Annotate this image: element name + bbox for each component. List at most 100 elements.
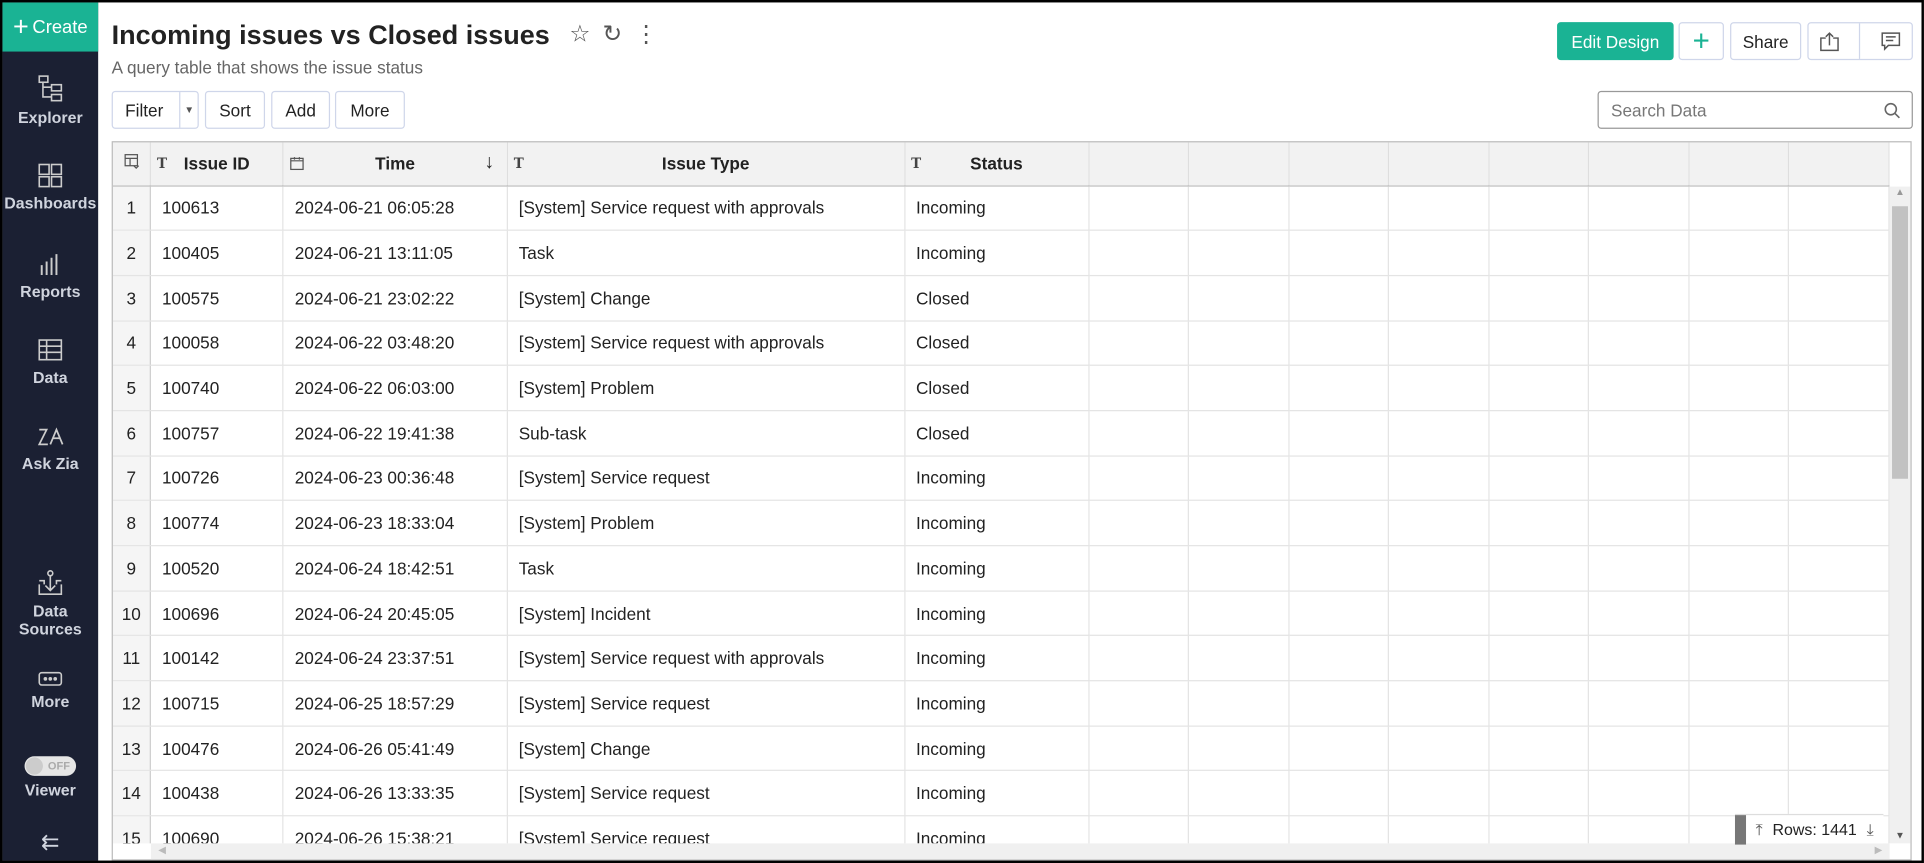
cell-time[interactable]: 2024-06-22 06:03:00 (283, 365, 508, 412)
cell-issue-id[interactable]: 100774 (150, 500, 284, 547)
collapse-handle[interactable] (1734, 814, 1746, 844)
cell-status[interactable]: Incoming (904, 635, 1090, 682)
cell-issue-id[interactable]: 100520 (150, 545, 284, 592)
more-button[interactable]: More (334, 90, 405, 129)
table-row[interactable]: 14 100438 2024-06-26 13:33:35 [System] Serv… (112, 770, 1890, 817)
cell-issue-type[interactable]: [System] Service request (507, 455, 905, 502)
table-row[interactable]: 5 100740 2024-06-22 06:03:00 [System] Probl… (112, 365, 1890, 412)
sidebar-item-ask-zia[interactable]: Ask Zia (2, 425, 98, 473)
search-input[interactable] (1611, 100, 1869, 120)
table-row[interactable]: 6 100757 2024-06-22 19:41:38 Sub-task Closed (112, 410, 1890, 457)
table-row[interactable]: 15 100690 2024-06-26 15:38:21 [System] Serv… (112, 815, 1890, 844)
row-number[interactable]: 15 (112, 815, 151, 844)
cell-issue-id[interactable]: 100613 (150, 185, 284, 232)
cell-time[interactable]: 2024-06-26 05:41:49 (283, 725, 508, 772)
export-icon[interactable] (1818, 30, 1840, 52)
viewer-toggle[interactable]: OFF Viewer (2, 756, 98, 799)
row-number[interactable]: 13 (112, 725, 151, 772)
cell-status[interactable]: Incoming (904, 455, 1090, 502)
collapse-sidebar-icon[interactable]: ⇇ (41, 829, 60, 855)
table-row[interactable]: 11 100142 2024-06-24 23:37:51 [System] Serv… (112, 635, 1890, 682)
cell-issue-id[interactable]: 100405 (150, 230, 284, 277)
scroll-right-icon[interactable]: ▶ (1874, 844, 1883, 856)
cell-status[interactable]: Incoming (904, 590, 1090, 637)
table-row[interactable]: 9 100520 2024-06-24 18:42:51 Task Incoming (112, 545, 1890, 592)
column-settings-header[interactable] (112, 142, 151, 186)
cell-issue-type[interactable]: [System] Incident (507, 590, 905, 637)
row-number[interactable]: 9 (112, 545, 151, 592)
row-number[interactable]: 3 (112, 275, 151, 322)
edit-design-button[interactable]: Edit Design (1557, 22, 1674, 61)
cell-time[interactable]: 2024-06-24 18:42:51 (283, 545, 508, 592)
cell-issue-type[interactable]: [System] Change (507, 725, 905, 772)
horizontal-scrollbar[interactable]: ◀ ▶ (150, 843, 1890, 860)
cell-issue-id[interactable]: 100696 (150, 590, 284, 637)
table-row[interactable]: 12 100715 2024-06-25 18:57:29 [System] Serv… (112, 680, 1890, 727)
cell-issue-id[interactable]: 100058 (150, 320, 284, 367)
cell-issue-type[interactable]: [System] Service request with approvals (507, 320, 905, 367)
cell-issue-type[interactable]: Task (507, 230, 905, 277)
cell-issue-type[interactable]: [System] Service request (507, 680, 905, 727)
row-number[interactable]: 14 (112, 770, 151, 817)
cell-issue-type[interactable]: [System] Service request with approvals (507, 635, 905, 682)
cell-status[interactable]: Incoming (904, 545, 1090, 592)
cell-status[interactable]: Incoming (904, 230, 1090, 277)
table-row[interactable]: 8 100774 2024-06-23 18:33:04 [System] Probl… (112, 500, 1890, 547)
row-number[interactable]: 5 (112, 365, 151, 412)
row-number[interactable]: 10 (112, 590, 151, 637)
cell-issue-id[interactable]: 100438 (150, 770, 284, 817)
table-row[interactable]: 7 100726 2024-06-23 00:36:48 [System] Servi… (112, 455, 1890, 502)
sort-descending-icon[interactable]: ↓ (484, 152, 495, 174)
table-row[interactable]: 10 100696 2024-06-24 20:45:05 [System] Inci… (112, 590, 1890, 637)
row-number[interactable]: 4 (112, 320, 151, 367)
table-row[interactable]: 2 100405 2024-06-21 13:11:05 Task Incoming (112, 230, 1890, 277)
sort-button[interactable]: Sort (204, 90, 266, 129)
cell-issue-id[interactable]: 100575 (150, 275, 284, 322)
table-row[interactable]: 4 100058 2024-06-22 03:48:20 [System] Servi… (112, 320, 1890, 367)
create-button[interactable]: + Create (2, 2, 99, 52)
toggle-switch[interactable]: OFF (24, 756, 77, 776)
cell-time[interactable]: 2024-06-24 23:37:51 (283, 635, 508, 682)
sidebar-item-more[interactable]: More (2, 670, 98, 711)
table-row[interactable]: 13 100476 2024-06-26 05:41:49 [System] Chan… (112, 725, 1890, 772)
scroll-to-bottom-icon[interactable]: ⤓ (1866, 819, 1874, 838)
cell-issue-id[interactable]: 100715 (150, 680, 284, 727)
search-data-field[interactable] (1597, 90, 1913, 129)
vertical-scrollbar[interactable]: ▲ ▼ (1889, 186, 1911, 844)
cell-issue-type[interactable]: Task (507, 545, 905, 592)
cell-time[interactable]: 2024-06-25 18:57:29 (283, 680, 508, 727)
share-button[interactable]: Share (1730, 22, 1802, 61)
cell-issue-id[interactable]: 100142 (150, 635, 284, 682)
cell-issue-type[interactable]: [System] Problem (507, 500, 905, 547)
cell-issue-type[interactable]: Sub-task (507, 410, 905, 457)
kebab-menu-icon[interactable]: ⋮ (634, 22, 658, 48)
add-column-button[interactable]: Add (271, 90, 331, 129)
cell-status[interactable]: Closed (904, 320, 1090, 367)
cell-status[interactable]: Incoming (904, 725, 1090, 772)
cell-status[interactable]: Incoming (904, 815, 1090, 844)
cell-status[interactable]: Incoming (904, 185, 1090, 232)
cell-status[interactable]: Incoming (904, 680, 1090, 727)
scroll-to-top-icon[interactable]: ⤒ (1755, 819, 1763, 838)
column-header-issue-id[interactable]: T Issue ID (150, 142, 284, 186)
row-number[interactable]: 1 (112, 185, 151, 232)
cell-time[interactable]: 2024-06-22 19:41:38 (283, 410, 508, 457)
cell-status[interactable]: Closed (904, 275, 1090, 322)
column-header-status[interactable]: T Status (904, 142, 1090, 186)
column-header-issue-type[interactable]: T Issue Type (507, 142, 905, 186)
scroll-left-icon[interactable]: ◀ (158, 844, 166, 856)
cell-issue-id[interactable]: 100726 (150, 455, 284, 502)
sidebar-item-data[interactable]: Data (2, 336, 98, 387)
refresh-icon[interactable]: ↻ (602, 22, 623, 48)
filter-button[interactable]: Filter ▼ (111, 90, 199, 129)
cell-issue-type[interactable]: [System] Service request (507, 815, 905, 844)
add-button[interactable]: + (1678, 22, 1724, 61)
cell-time[interactable]: 2024-06-21 23:02:22 (283, 275, 508, 322)
table-row[interactable]: 1 100613 2024-06-21 06:05:28 [System] Servi… (112, 185, 1890, 232)
cell-time[interactable]: 2024-06-21 06:05:28 (283, 185, 508, 232)
column-header-time[interactable]: Time ↓ (283, 142, 508, 186)
cell-time[interactable]: 2024-06-26 15:38:21 (283, 815, 508, 844)
sidebar-item-dashboards[interactable]: Dashboards (2, 162, 98, 212)
row-number[interactable]: 12 (112, 680, 151, 727)
cell-time[interactable]: 2024-06-21 13:11:05 (283, 230, 508, 277)
